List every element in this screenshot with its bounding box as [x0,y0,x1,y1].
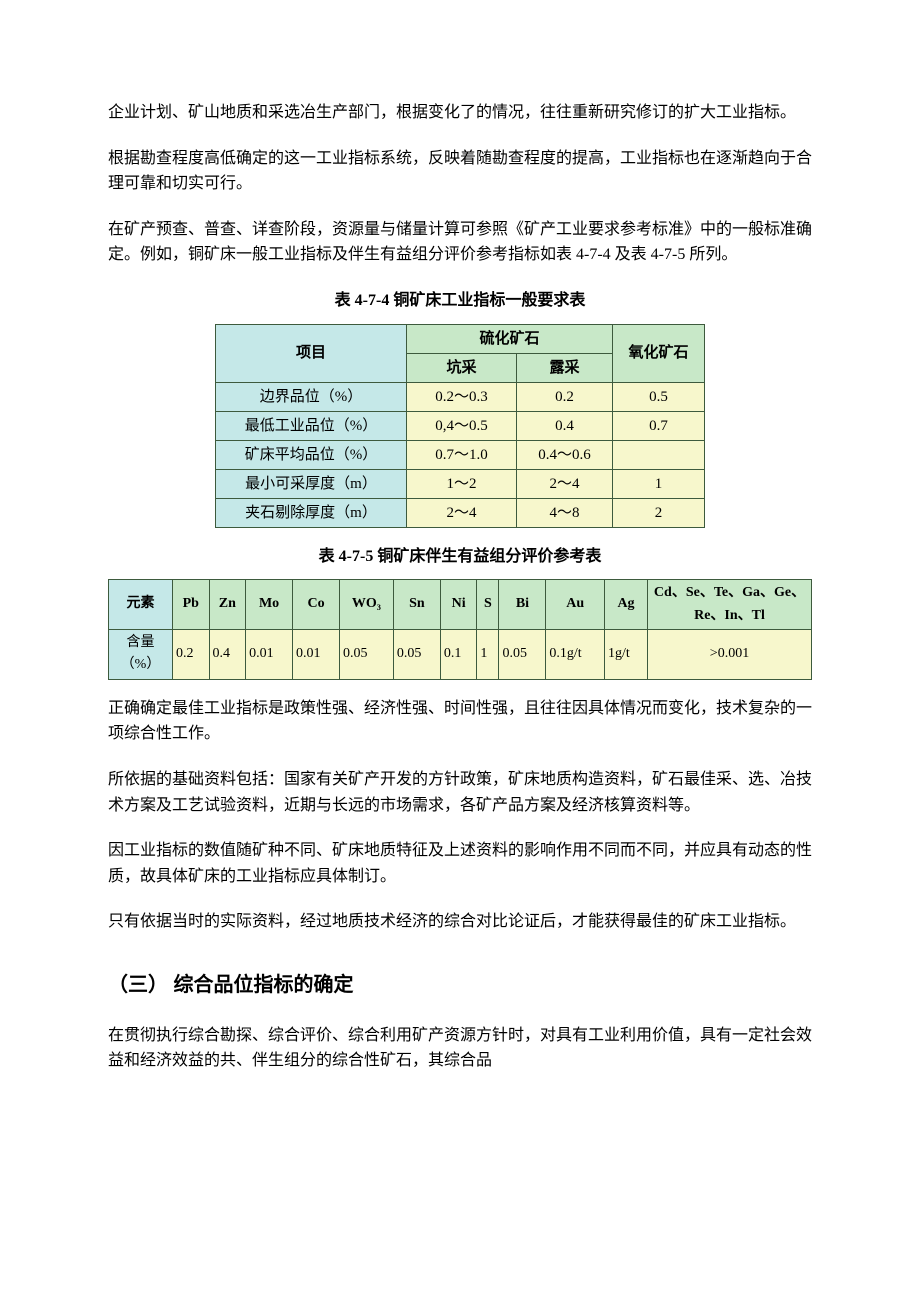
t475-col-hdr: Au [546,580,605,630]
t474-header-open: 露采 [517,353,613,382]
table-474: 项目 硫化矿石 氧化矿石 坑采 露采 边界品位（%） 0.2～0.3 0.2 0… [215,324,705,528]
t475-row-label: 含量（%） [109,629,173,679]
t474-row: 矿床平均品位（%） 0.7～1.0 0.4～0.6 [216,440,705,469]
t475-col-hdr: Cd、Se、Te、Ga、Ge、Re、In、Tl [648,580,812,630]
t474-cell: 0.7～1.0 [407,440,517,469]
t474-row-label: 矿床平均品位（%） [216,440,407,469]
paragraph-6: 因工业指标的数值随矿种不同、矿床地质特征及上述资料的影响作用不同而不同，并应具有… [108,838,812,889]
t475-col-hdr: S [477,580,499,630]
t474-row-label: 最低工业品位（%） [216,411,407,440]
t475-cell: 0.01 [246,629,293,679]
t474-cell [613,440,705,469]
t474-cell: 0.2 [517,382,613,411]
t474-cell: 0,4～0.5 [407,411,517,440]
paragraph-8: 在贯彻执行综合勘探、综合评价、综合利用矿产资源方针时，对具有工业利用价值，具有一… [108,1023,812,1074]
t474-cell: 0.4～0.6 [517,440,613,469]
table-475-caption: 表 4-7-5 铜矿床伴生有益组分评价参考表 [108,544,812,570]
t474-cell: 0.4 [517,411,613,440]
t474-cell: 2 [613,498,705,527]
t474-cell: 2～4 [517,469,613,498]
paragraph-3: 在矿产预查、普查、详查阶段，资源量与储量计算可参照《矿产工业要求参考标准》中的一… [108,217,812,268]
t475-col-hdr: Bi [499,580,546,630]
paragraph-4: 正确确定最佳工业指标是政策性强、经济性强、时间性强，且往往因具体情况而变化，技术… [108,696,812,747]
t474-header-sulfide: 硫化矿石 [407,324,613,353]
t475-cell: 0.1g/t [546,629,605,679]
t475-cell: >0.001 [648,629,812,679]
t475-cell: 0.2 [173,629,210,679]
table-475: 元素 Pb Zn Mo Co WO₃ Sn Ni S Bi Au Ag Cd、S… [108,579,812,680]
t475-header-label: 元素 [109,580,173,630]
t475-cell: 0.4 [209,629,246,679]
t475-cell: 1 [477,629,499,679]
t475-col-hdr: Mo [246,580,293,630]
t475-cell: 0.05 [340,629,394,679]
t474-cell: 2～4 [407,498,517,527]
t474-header-oxide: 氧化矿石 [613,324,705,382]
paragraph-7: 只有依据当时的实际资料，经过地质技术经济的综合对比论证后，才能获得最佳的矿床工业… [108,909,812,935]
paragraph-2: 根据勘查程度高低确定的这一工业指标系统，反映着随勘查程度的提高，工业指标也在逐渐… [108,146,812,197]
t474-row-label: 夹石剔除厚度（m） [216,498,407,527]
t474-header-item: 项目 [216,324,407,382]
t475-col-hdr: WO₃ [340,580,394,630]
t474-cell: 1 [613,469,705,498]
t474-cell: 0.2～0.3 [407,382,517,411]
t475-cell: 0.05 [393,629,440,679]
t475-cell: 0.01 [293,629,340,679]
t474-row: 夹石剔除厚度（m） 2～4 4～8 2 [216,498,705,527]
t474-row: 边界品位（%） 0.2～0.3 0.2 0.5 [216,382,705,411]
t474-row: 最小可采厚度（m） 1～2 2～4 1 [216,469,705,498]
t475-cell: 1g/t [605,629,648,679]
t474-cell: 4～8 [517,498,613,527]
t474-row-label: 边界品位（%） [216,382,407,411]
t474-header-pit: 坑采 [407,353,517,382]
t475-cell: 0.05 [499,629,546,679]
t474-cell: 0.5 [613,382,705,411]
table-474-caption: 表 4-7-4 铜矿床工业指标一般要求表 [108,288,812,314]
t475-col-hdr: Sn [393,580,440,630]
t474-row: 最低工业品位（%） 0,4～0.5 0.4 0.7 [216,411,705,440]
t474-cell: 1～2 [407,469,517,498]
t475-col-hdr: Co [293,580,340,630]
paragraph-1: 企业计划、矿山地质和采选冶生产部门，根据变化了的情况，往往重新研究修订的扩大工业… [108,100,812,126]
paragraph-5: 所依据的基础资料包括：国家有关矿产开发的方针政策，矿床地质构造资料，矿石最佳采、… [108,767,812,818]
t475-col-hdr: Pb [173,580,210,630]
t475-cell: 0.1 [440,629,477,679]
t475-col-hdr: Ag [605,580,648,630]
t474-cell: 0.7 [613,411,705,440]
t475-col-hdr: Ni [440,580,477,630]
t474-row-label: 最小可采厚度（m） [216,469,407,498]
t475-col-hdr: Zn [209,580,246,630]
heading-section-3: （三） 综合品位指标的确定 [108,969,812,1001]
